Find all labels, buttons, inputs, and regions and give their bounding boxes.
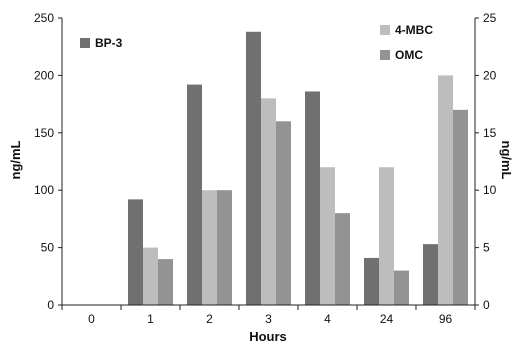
bar-omc-3 — [276, 121, 291, 305]
bar-omc-24 — [394, 270, 409, 305]
x-tick-label: 96 — [439, 312, 453, 326]
y-axis-title-right: ng/mL — [499, 141, 514, 180]
legend-label-4mbc: 4-MBC — [395, 23, 433, 37]
y-right-tick-label: 15 — [483, 126, 497, 140]
legend-label-omc: OMC — [395, 48, 423, 62]
bar-omc-96 — [453, 109, 468, 305]
bar-bp3-2 — [187, 84, 202, 305]
bar-bp3-4 — [305, 91, 320, 305]
y-left-tick-label: 100 — [34, 183, 54, 197]
bar-4mbc-2 — [202, 190, 217, 305]
y-right-tick-label: 10 — [483, 183, 497, 197]
y-axis-title-left: ng/mL — [8, 140, 23, 179]
bars-group — [128, 31, 468, 306]
y-right-tick-label: 0 — [483, 298, 490, 312]
x-tick-label: 24 — [380, 312, 394, 326]
legend-swatch-bp3 — [80, 38, 90, 48]
bar-omc-2 — [217, 190, 232, 305]
y-left-tick-label: 200 — [34, 68, 54, 82]
bar-bp3-3 — [246, 31, 261, 305]
x-tick-label: 0 — [88, 312, 95, 326]
y-left-tick-label: 150 — [34, 126, 54, 140]
bar-bp3-96 — [423, 244, 438, 305]
bar-omc-4 — [335, 213, 350, 305]
y-left-tick-label: 0 — [47, 298, 54, 312]
y-right-tick-label: 5 — [483, 241, 490, 255]
x-tick-label: 4 — [324, 312, 331, 326]
legend-swatch-4mbc — [380, 25, 390, 35]
x-axis-title: Hours — [249, 329, 287, 344]
bar-4mbc-96 — [438, 75, 453, 306]
x-tick-label: 1 — [147, 312, 154, 326]
y-right-tick-label: 20 — [483, 68, 497, 82]
bar-4mbc-3 — [261, 98, 276, 305]
bar-bp3-24 — [364, 257, 379, 305]
y-left-tick-label: 250 — [34, 11, 54, 25]
y-left-tick-label: 50 — [41, 241, 55, 255]
bar-4mbc-1 — [143, 247, 158, 305]
legend: BP-3 4-MBC OMC — [80, 23, 433, 62]
x-tick-label: 2 — [206, 312, 213, 326]
axes-group — [61, 18, 476, 306]
x-tick-label: 3 — [265, 312, 272, 326]
y-right-tick-label: 25 — [483, 11, 497, 25]
legend-label-bp3: BP-3 — [95, 36, 123, 50]
bar-omc-1 — [158, 259, 173, 305]
bar-bp3-1 — [128, 199, 143, 305]
legend-swatch-omc — [380, 50, 390, 60]
bar-4mbc-4 — [320, 167, 335, 305]
bar-4mbc-24 — [379, 167, 394, 305]
